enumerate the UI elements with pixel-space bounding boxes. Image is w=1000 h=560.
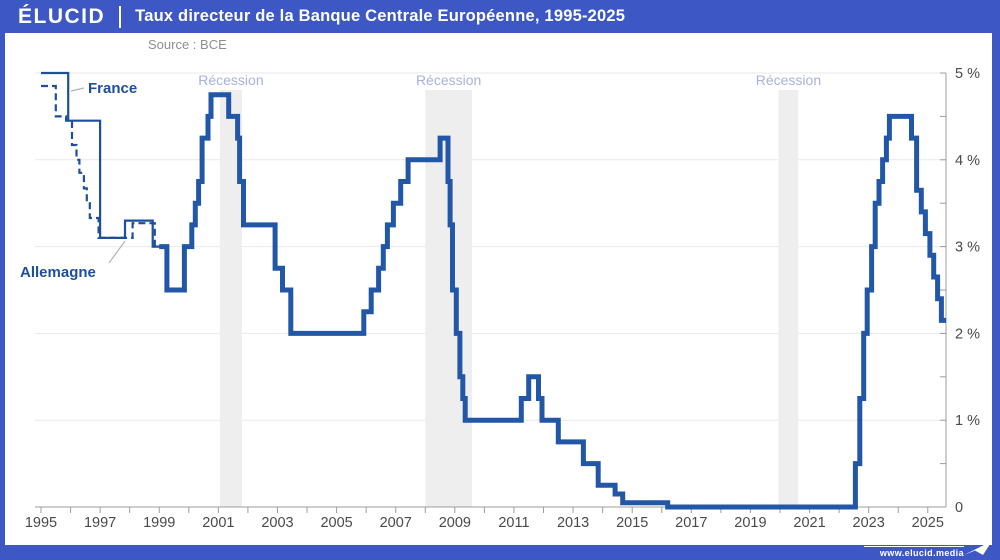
x-axis-tick-label: 2003 bbox=[261, 515, 293, 531]
header-bar: ÉLUCID Taux directeur de la Banque Centr… bbox=[0, 0, 1000, 33]
interest-rate-chart: Récession Récession Récession 1995 1997 1999 2… bbox=[20, 66, 980, 531]
x-axis-tick-label: 2017 bbox=[675, 515, 707, 531]
y-axis-tick-label: 1 % bbox=[955, 413, 980, 429]
recession-band bbox=[778, 90, 799, 507]
france-label: France bbox=[88, 80, 137, 97]
x-axis-tick-label: 2001 bbox=[202, 515, 234, 531]
x-axis-tick-label: 1999 bbox=[143, 515, 175, 531]
chart-title: Taux directeur de la Banque Centrale Eur… bbox=[135, 7, 626, 25]
right-frame-edge bbox=[992, 0, 1000, 560]
elucid-logo: ÉLUCID bbox=[18, 5, 106, 28]
allemagne-label: Allemagne bbox=[20, 264, 96, 281]
y-axis-tick-label: 4 % bbox=[955, 153, 980, 169]
bce-rate-line bbox=[159, 92, 947, 510]
x-axis-tick-label: 2025 bbox=[912, 515, 944, 531]
x-axis-tick-label: 2021 bbox=[793, 515, 825, 531]
y-axis-tick-label: 0 bbox=[955, 500, 963, 516]
allemagne-rate-line bbox=[41, 84, 160, 248]
recession-band bbox=[219, 90, 243, 507]
recession-label: Récession bbox=[198, 72, 263, 88]
x-axis-tick-label: 1995 bbox=[25, 515, 57, 531]
x-axis-tick-label: 2023 bbox=[853, 515, 885, 531]
y-axis-tick-label: 3 % bbox=[955, 240, 980, 256]
footer-bar: www.elucid.media bbox=[0, 541, 1000, 560]
x-axis-tick-label: 2019 bbox=[734, 515, 766, 531]
y-axis-tick-label: 2 % bbox=[955, 326, 980, 342]
recession-label: Récession bbox=[416, 72, 481, 88]
website-watermark: www.elucid.media bbox=[863, 546, 964, 558]
header-divider-line bbox=[119, 5, 122, 28]
y-axis-tick-label: 5 % bbox=[955, 66, 980, 82]
elucid-arrow-icon bbox=[964, 541, 992, 555]
x-axis-tick-label: 2005 bbox=[320, 515, 352, 531]
recession-label: Récession bbox=[756, 72, 821, 88]
left-frame-edge bbox=[0, 0, 5, 560]
x-axis-tick-label: 2015 bbox=[616, 515, 648, 531]
france-leader-line bbox=[70, 87, 85, 92]
x-axis-tick-label: 1997 bbox=[84, 515, 116, 531]
source-note: Source : BCE bbox=[148, 37, 227, 52]
x-axis-tick-label: 2011 bbox=[498, 515, 529, 531]
x-axis-tick-label: 2007 bbox=[380, 515, 412, 531]
x-axis-tick-label: 2013 bbox=[557, 515, 589, 531]
x-axis-tick-label: 2009 bbox=[439, 515, 471, 531]
allemagne-leader-line bbox=[108, 240, 126, 264]
